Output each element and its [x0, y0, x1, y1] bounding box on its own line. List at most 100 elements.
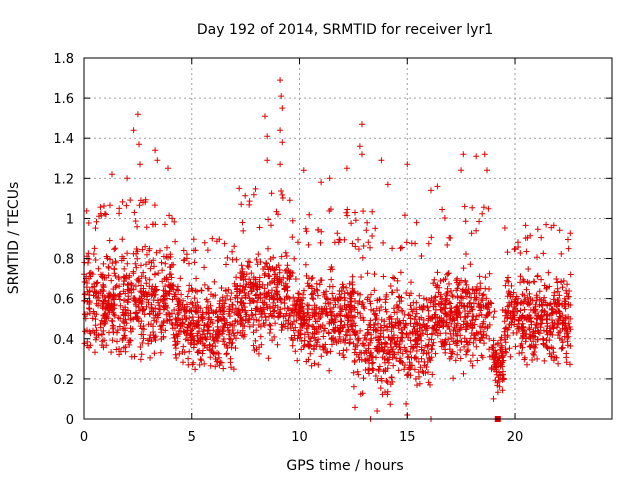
- data-point: [365, 239, 372, 246]
- data-point: [335, 297, 342, 304]
- data-point: [446, 280, 452, 287]
- data-point: [226, 306, 233, 313]
- data-point: [280, 313, 287, 320]
- y-tick-label: 1: [66, 212, 74, 227]
- data-point: [401, 311, 408, 318]
- data-point: [474, 357, 481, 364]
- data-point: [126, 341, 133, 348]
- data-point: [194, 332, 201, 339]
- data-point: [250, 191, 257, 198]
- data-point: [343, 209, 350, 216]
- data-point: [548, 306, 555, 313]
- data-point: [294, 335, 301, 342]
- data-point: [194, 299, 201, 306]
- data-point: [498, 342, 505, 349]
- data-point: [241, 331, 248, 338]
- data-point: [382, 339, 389, 346]
- data-point: [395, 349, 402, 356]
- data-point: [422, 342, 429, 349]
- data-point: [139, 298, 146, 305]
- data-point: [243, 281, 250, 287]
- data-point: [407, 302, 414, 309]
- data-point: [186, 314, 193, 321]
- data-point: [274, 297, 281, 303]
- data-point: [250, 316, 257, 323]
- data-point: [167, 282, 174, 289]
- data-point: [162, 260, 169, 267]
- data-point: [417, 364, 424, 371]
- data-point: [524, 300, 531, 307]
- data-point: [297, 308, 304, 315]
- data-point: [131, 353, 138, 360]
- data-point: [171, 218, 178, 225]
- data-point: [450, 375, 457, 382]
- data-point: [396, 319, 403, 326]
- y-tick-label: 0.4: [53, 333, 74, 348]
- data-point: [399, 350, 406, 357]
- data-point: [432, 282, 439, 289]
- data-point: [437, 330, 444, 337]
- data-point: [521, 306, 528, 313]
- data-point: [283, 266, 290, 273]
- data-point: [186, 322, 193, 329]
- data-point: [559, 344, 566, 351]
- data-point: [179, 348, 186, 355]
- data-point: [411, 366, 418, 373]
- data-point: [143, 280, 150, 287]
- data-point: [478, 331, 485, 338]
- data-point: [231, 322, 238, 329]
- outlier-point: [278, 93, 285, 100]
- data-point: [535, 329, 542, 335]
- data-point: [549, 319, 556, 326]
- data-point: [103, 304, 110, 310]
- data-point: [204, 344, 210, 351]
- data-point: [359, 390, 366, 397]
- data-point: [256, 278, 263, 285]
- data-point: [194, 330, 201, 337]
- y-tick-label: 1.4: [53, 132, 74, 147]
- data-point: [377, 324, 384, 331]
- data-point: [188, 285, 195, 292]
- data-point: [81, 291, 88, 297]
- data-point: [561, 298, 568, 305]
- data-point: [172, 315, 179, 322]
- data-point: [376, 363, 383, 370]
- data-point: [444, 242, 451, 248]
- data-point: [524, 361, 530, 368]
- data-point: [214, 314, 221, 321]
- data-point: [142, 275, 149, 281]
- data-point: [341, 302, 348, 309]
- data-point: [171, 307, 178, 313]
- data-point: [421, 347, 428, 354]
- outlier-point: [154, 157, 161, 164]
- outlier-point: [473, 153, 480, 160]
- data-point: [461, 335, 468, 342]
- data-point: [504, 249, 511, 256]
- outlier-point: [264, 157, 271, 164]
- data-point: [151, 202, 158, 209]
- data-point: [457, 355, 464, 362]
- data-point: [343, 346, 350, 353]
- data-point: [496, 355, 503, 362]
- data-point: [96, 297, 102, 304]
- y-tick-label: 0: [66, 413, 74, 428]
- data-point: [484, 312, 491, 319]
- data-point: [131, 209, 138, 216]
- data-point: [160, 319, 167, 326]
- data-point: [257, 259, 264, 265]
- data-point: [279, 191, 286, 198]
- data-point: [448, 288, 454, 294]
- data-point: [291, 332, 298, 339]
- data-point: [119, 253, 126, 260]
- data-point: [282, 249, 289, 256]
- data-point: [368, 291, 374, 298]
- data-point: [145, 340, 152, 347]
- data-point: [161, 275, 168, 282]
- data-point: [220, 323, 227, 330]
- data-point: [541, 357, 548, 364]
- data-point: [360, 317, 367, 324]
- data-point: [381, 355, 388, 362]
- data-point: [123, 320, 130, 327]
- data-point: [435, 289, 442, 296]
- data-point: [468, 230, 475, 237]
